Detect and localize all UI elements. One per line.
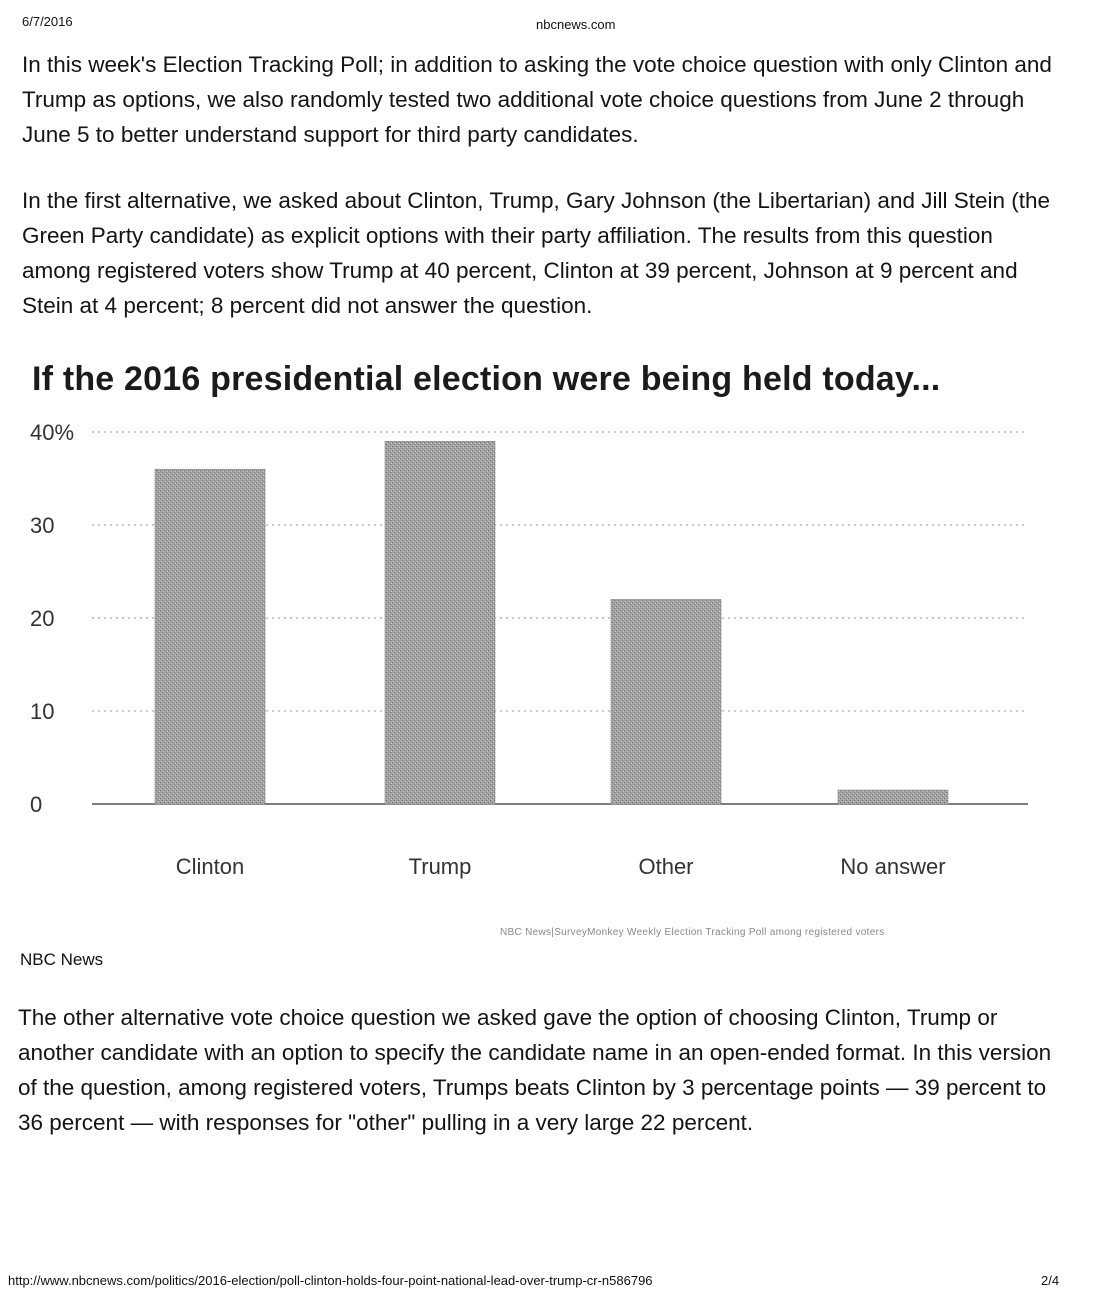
y-tick-label: 20 — [30, 606, 54, 631]
bar-trump — [384, 440, 496, 805]
chart-source-note: NBC News|SurveyMonkey Weekly Election Tr… — [500, 927, 885, 938]
y-axis-ticks: 0 10 20 30 40% — [30, 420, 74, 817]
y-tick-label: 40% — [30, 420, 74, 445]
page-number: 2/4 — [1041, 1273, 1060, 1288]
chart-title: If the 2016 presidential election were b… — [32, 360, 941, 398]
y-tick-label: 30 — [30, 513, 54, 538]
y-tick-label: 10 — [30, 699, 54, 724]
x-category-label: Clinton — [176, 854, 244, 879]
article-paragraph-1: In this week's Election Tracking Poll; i… — [22, 52, 1052, 147]
x-category-label: Trump — [409, 854, 472, 879]
article-paragraph-3: The other alternative vote choice questi… — [18, 1005, 1052, 1135]
article-paragraph-2: In the first alternative, we asked about… — [22, 188, 1051, 318]
bar-clinton — [154, 468, 266, 805]
bar-other — [610, 599, 722, 805]
bar-no-answer — [837, 789, 949, 805]
print-domain: nbcnews.com — [536, 17, 616, 32]
y-tick-label: 0 — [30, 792, 42, 817]
bars — [154, 440, 949, 805]
print-date: 6/7/2016 — [22, 14, 73, 29]
x-category-label: No answer — [840, 854, 945, 879]
bar-chart: 0 10 20 30 40% Clinton Trump Other No answer — [30, 420, 1028, 879]
footer-url: http://www.nbcnews.com/politics/2016-ele… — [8, 1273, 653, 1288]
figure-credit: NBC News — [20, 950, 104, 969]
x-category-label: Other — [638, 854, 693, 879]
x-axis-labels: Clinton Trump Other No answer — [176, 854, 946, 879]
